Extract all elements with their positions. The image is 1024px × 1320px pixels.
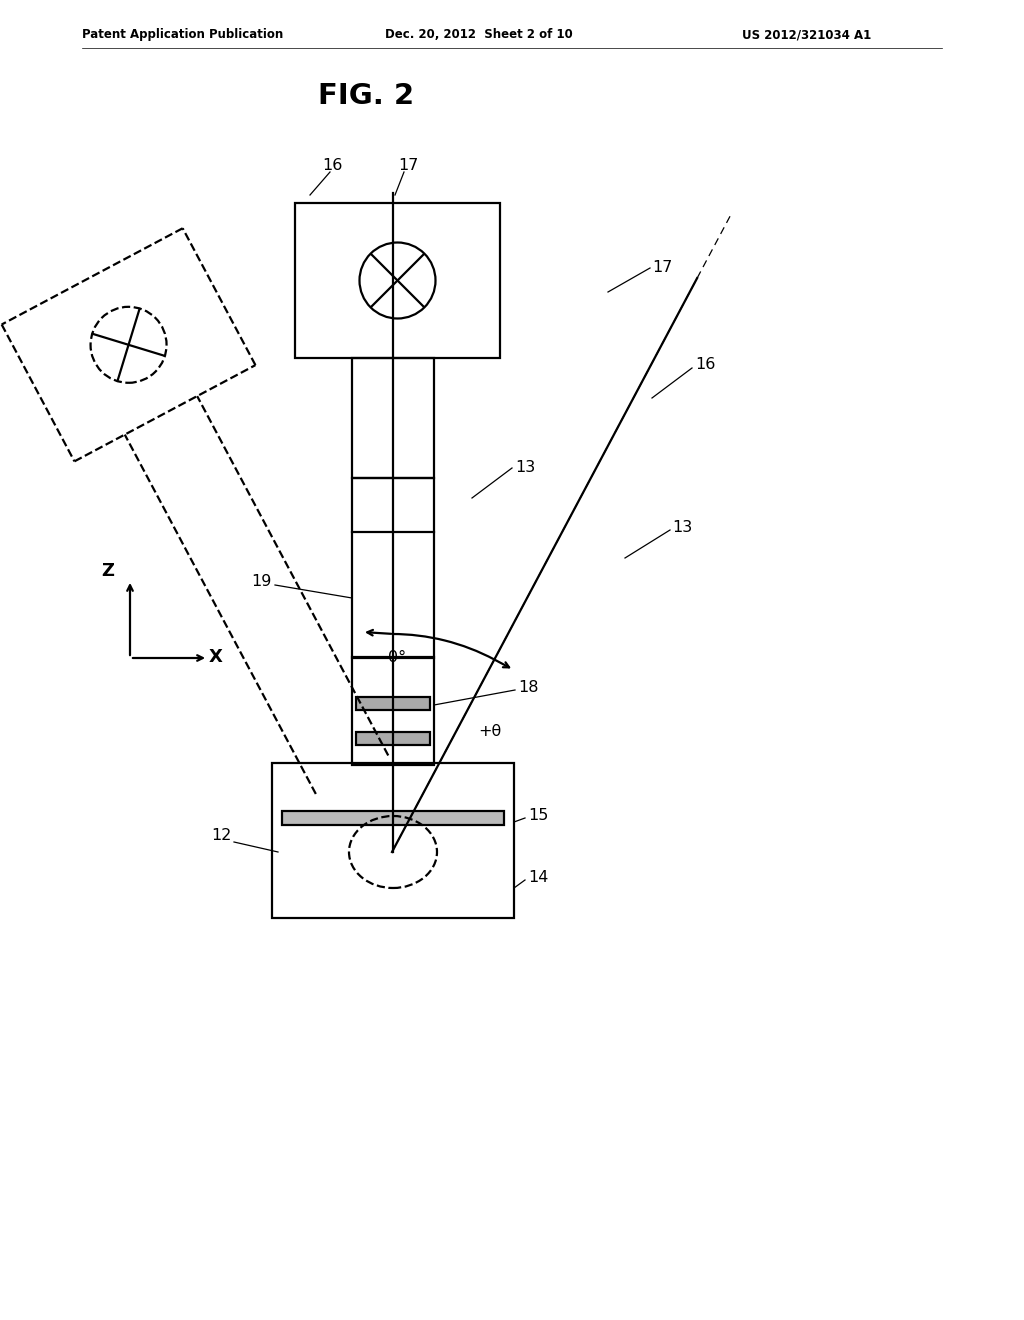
Text: 13: 13 (515, 461, 536, 475)
Text: +θ: +θ (478, 725, 502, 739)
Text: Dec. 20, 2012  Sheet 2 of 10: Dec. 20, 2012 Sheet 2 of 10 (385, 28, 572, 41)
Text: 17: 17 (652, 260, 673, 276)
Bar (352, 478, 434, 657)
Text: FIG. 2: FIG. 2 (318, 82, 414, 110)
Bar (352, 657, 434, 766)
Text: Patent Application Publication: Patent Application Publication (82, 28, 284, 41)
Bar (295, 203, 500, 358)
Text: 16: 16 (695, 358, 716, 372)
Text: 13: 13 (672, 520, 692, 536)
Bar (352, 358, 434, 478)
Text: Z: Z (101, 562, 115, 579)
Text: 14: 14 (528, 870, 549, 886)
Text: 12: 12 (212, 828, 232, 842)
Bar (282, 810, 504, 825)
Bar (356, 697, 430, 710)
Text: 17: 17 (398, 157, 419, 173)
Text: X: X (209, 648, 223, 667)
Text: 18: 18 (518, 681, 539, 696)
Text: 16: 16 (322, 157, 342, 173)
Text: 15: 15 (528, 808, 549, 822)
Text: US 2012/321034 A1: US 2012/321034 A1 (742, 28, 871, 41)
Bar (272, 763, 514, 917)
Bar (356, 733, 430, 744)
Text: 19: 19 (252, 574, 272, 590)
Text: 0°: 0° (388, 651, 407, 665)
